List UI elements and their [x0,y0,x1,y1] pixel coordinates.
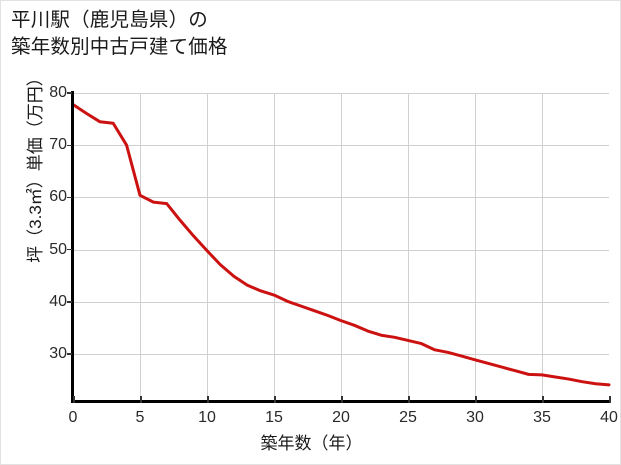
x-tick-label-40: 40 [600,409,618,426]
gridline-x-15 [274,93,275,401]
gridline-x-5 [140,93,141,401]
y-tick-label-40: 40 [49,292,67,310]
chart-title: 平川駅（鹿児島県）の 築年数別中古戸建て価格 [11,9,228,58]
x-tick-mark-40 [609,396,611,403]
x-tick-label-25: 25 [399,409,417,426]
x-axis-label: 築年数（年） [260,434,363,453]
gridline-x-10 [207,93,208,401]
y-tick-label-80: 80 [49,84,67,101]
x-tick-mark-0 [73,396,75,403]
x-tick-mark-10 [207,396,209,403]
x-axis-tick-labels: 0 5 10 15 20 25 30 35 40 [69,396,618,429]
y-tick-mark-80 [67,92,72,94]
x-tick-label-15: 15 [265,409,283,426]
gridline-x-35 [542,93,543,401]
y-axis-tick-labels: 30 40 50 60 70 80 [29,84,72,401]
x-tick-label-0: 0 [68,409,78,426]
y-tick-label-60: 60 [49,188,67,206]
y-axis-line [71,91,74,403]
x-tick-mark-5 [140,396,142,403]
x-tick-mark-25 [408,396,410,403]
gridline-x-25 [408,93,409,401]
x-tick-label-5: 5 [135,409,145,426]
x-tick-label-30: 30 [466,409,484,426]
x-tick-label-35: 35 [533,409,551,426]
y-tick-label-70: 70 [49,136,67,154]
y-tick-label-50: 50 [49,240,67,258]
x-tick-mark-15 [274,396,276,403]
y-tick-mark-30 [67,353,72,355]
gridline-x-20 [341,93,342,401]
data-line-series [71,102,611,387]
y-tick-mark-40 [67,301,72,303]
y-tick-label-30: 30 [49,345,67,362]
gridline-x-30 [475,93,476,401]
y-tick-mark-70 [67,144,72,146]
plot-area [71,93,611,401]
x-tick-mark-20 [341,396,343,403]
x-tick-label-20: 20 [332,409,350,426]
x-tick-mark-30 [475,396,477,403]
x-tick-mark-35 [542,396,544,403]
y-tick-mark-50 [67,248,72,251]
x-tick-label-10: 10 [198,409,216,426]
y-tick-mark-60 [67,196,72,199]
